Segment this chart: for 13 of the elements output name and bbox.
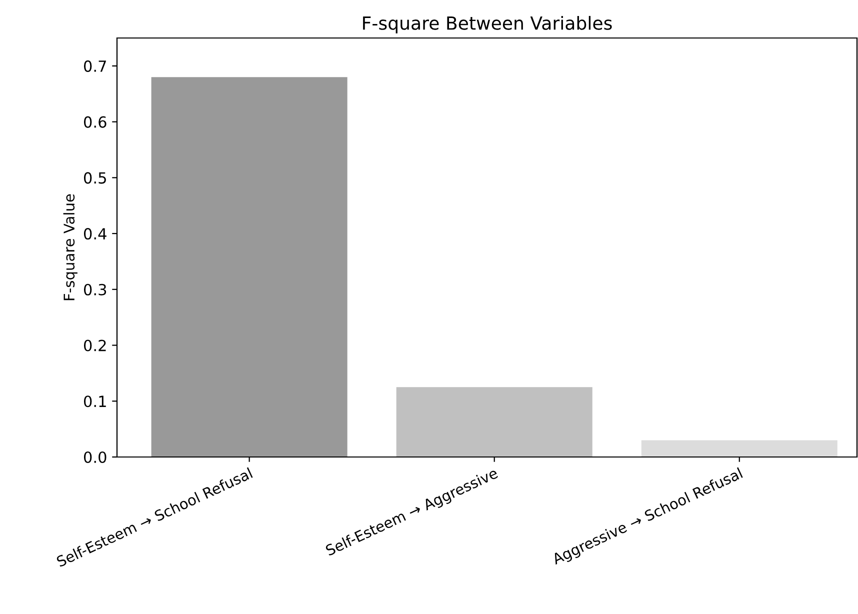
- y-axis-title: F-square Value: [63, 194, 78, 300]
- chart-title: F-square Between Variables: [363, 16, 612, 34]
- bar: [396, 387, 592, 457]
- y-tick-label: 0.2: [84, 340, 106, 352]
- bar: [151, 77, 348, 457]
- y-tick-label: 0.5: [84, 172, 106, 184]
- bar: [641, 440, 838, 457]
- y-tick-label: 0.6: [84, 116, 106, 128]
- y-tick-label: 0.3: [84, 284, 106, 296]
- y-tick-label: 0.0: [84, 451, 106, 464]
- y-tick-label: 0.4: [84, 228, 106, 240]
- y-tick-label: 0.1: [84, 396, 106, 408]
- y-tick-label: 0.7: [84, 60, 106, 72]
